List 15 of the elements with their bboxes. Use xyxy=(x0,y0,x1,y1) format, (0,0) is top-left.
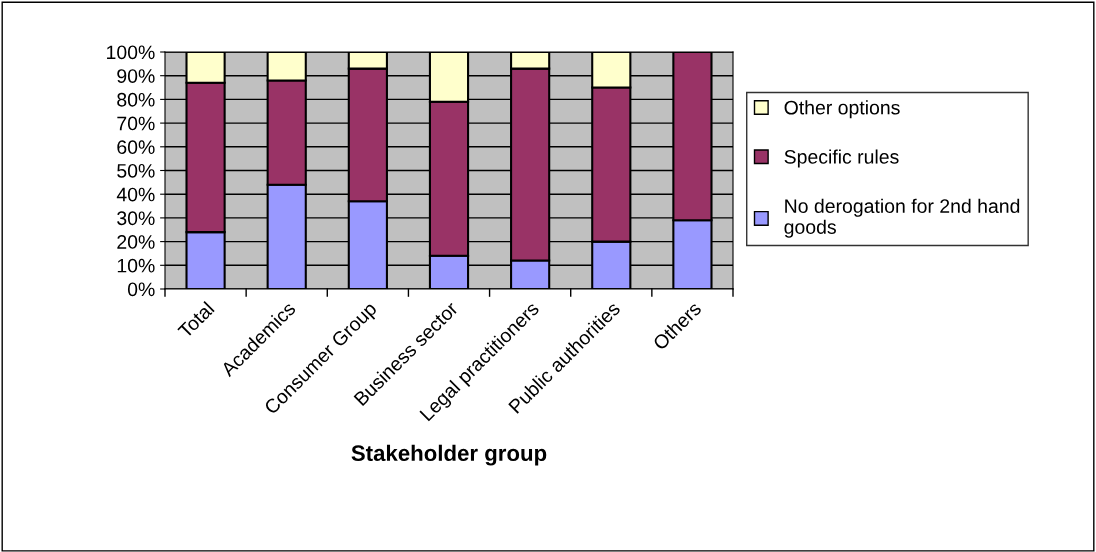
y-tick-label: 80% xyxy=(117,92,155,107)
legend-label: Other options xyxy=(784,100,900,119)
y-tick-label: 10% xyxy=(117,258,155,273)
y-tick-label: 30% xyxy=(117,211,155,226)
legend-label: Specific rules xyxy=(784,149,899,168)
y-tick-label: 60% xyxy=(117,140,155,155)
y-tick-label: 0% xyxy=(127,282,155,297)
y-tick-label: 50% xyxy=(117,163,155,178)
legend-label: No derogation for 2nd hand goods xyxy=(784,198,1020,238)
y-tick-label: 70% xyxy=(117,116,155,131)
x-axis-title: Stakeholder group xyxy=(351,444,547,466)
y-tick-label: 90% xyxy=(117,69,155,83)
y-tick-label: 100% xyxy=(107,45,155,60)
y-tick-label: 20% xyxy=(117,235,155,249)
y-tick-label: 40% xyxy=(116,187,155,202)
